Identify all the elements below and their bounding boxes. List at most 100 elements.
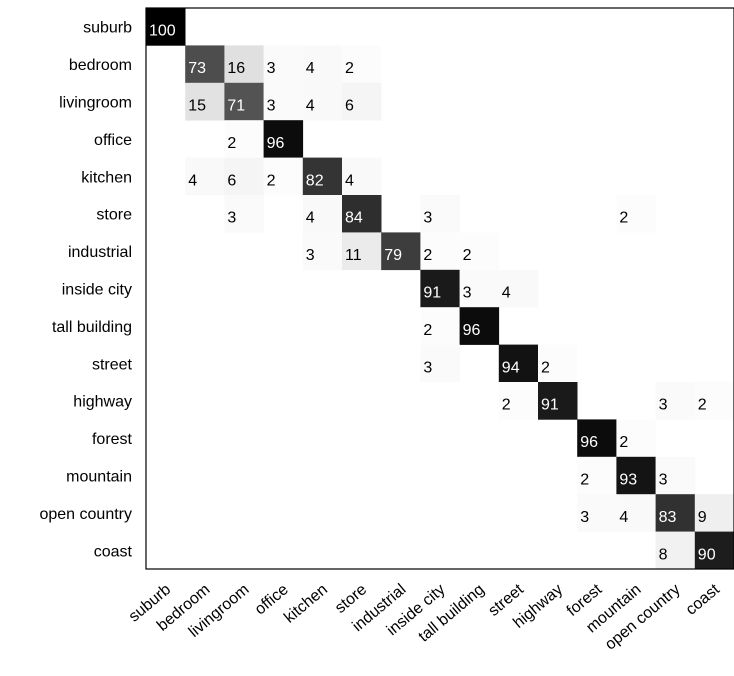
heatmap-cell — [342, 195, 382, 233]
cell-value-label: 3 — [267, 98, 276, 115]
heatmap-cell — [381, 232, 421, 271]
column-tick-label: coast — [683, 581, 724, 619]
heatmap-cell — [538, 382, 578, 420]
cell-value-label: 6 — [227, 172, 236, 189]
heatmap-cell — [342, 45, 382, 84]
cell-value-label: 4 — [619, 509, 628, 526]
cell-value-label: 4 — [306, 98, 315, 115]
cell-value-label: 2 — [698, 397, 707, 414]
heatmap-cell — [616, 419, 656, 458]
heatmap-cell — [616, 494, 656, 532]
cell-value-label: 3 — [423, 210, 432, 227]
heatmap-cell — [302, 232, 343, 271]
heatmap-cell — [577, 456, 617, 495]
cell-value-label: 3 — [659, 472, 668, 489]
cell-value-label: 3 — [306, 247, 315, 264]
plot-frame — [145, 7, 734, 570]
heatmap-cell — [263, 45, 304, 84]
cell-value-label: 96 — [463, 322, 481, 339]
cell-value-label: 4 — [188, 172, 197, 189]
heatmap-cell — [655, 531, 696, 570]
heatmap-cell — [420, 269, 460, 308]
cell-value-label: 73 — [188, 60, 206, 77]
heatmap-cell — [224, 82, 264, 121]
cell-value-label: 15 — [188, 98, 206, 115]
heatmap-cell — [420, 232, 460, 271]
cell-value-label: 2 — [423, 247, 432, 264]
heatmap-cell — [577, 494, 617, 532]
row-tick-label: inside city — [62, 282, 132, 299]
heatmap-cell — [420, 307, 460, 345]
heatmap-cell — [538, 344, 578, 383]
row-tick-label: open country — [39, 506, 132, 523]
cell-value-label: 2 — [541, 359, 550, 376]
heatmap-cell — [185, 45, 225, 84]
heatmap-cell — [616, 456, 656, 495]
cell-value-label: 93 — [619, 472, 637, 489]
heatmap-cell — [263, 120, 304, 158]
cell-value-label: 2 — [463, 247, 472, 264]
row-tick-label: kitchen — [81, 169, 132, 186]
heatmap-cell — [263, 157, 304, 196]
cell-value-label: 4 — [306, 60, 315, 77]
cell-value-label: 2 — [619, 210, 628, 227]
cell-value-label: 2 — [267, 172, 276, 189]
cell-value-label: 91 — [423, 285, 441, 302]
cell-value-label: 3 — [580, 509, 589, 526]
heatmap-cell — [459, 269, 500, 308]
heatmap-cell — [694, 382, 734, 420]
heatmap-cell — [342, 157, 382, 196]
heatmap-cell — [224, 157, 264, 196]
heatmap-cell — [302, 82, 343, 121]
cell-value-label: 3 — [423, 359, 432, 376]
cell-value-label: 71 — [227, 98, 245, 115]
cell-value-label: 2 — [227, 135, 236, 152]
cell-value-label: 100 — [149, 23, 176, 40]
heatmap-cell — [577, 419, 617, 458]
cell-value-label: 3 — [659, 397, 668, 414]
heatmap-cell — [498, 269, 539, 308]
heatmap-cell — [655, 456, 696, 495]
heatmap-cell — [420, 195, 460, 233]
cell-value-label: 2 — [619, 434, 628, 451]
row-tick-label: coast — [94, 543, 133, 560]
cell-value-label: 3 — [227, 210, 236, 227]
row-tick-label: livingroom — [59, 95, 132, 112]
row-tick-label: highway — [73, 394, 132, 411]
cell-value-label: 82 — [306, 172, 324, 189]
heatmap-cell — [302, 45, 343, 84]
heatmap-cell — [694, 494, 734, 532]
cell-value-label: 4 — [306, 210, 315, 227]
cell-value-label: 79 — [384, 247, 402, 264]
cell-value-label: 4 — [502, 285, 511, 302]
column-tick-label: kitchen — [281, 581, 331, 627]
cell-value-label: 11 — [345, 247, 362, 264]
cell-value-label: 4 — [345, 172, 354, 189]
cell-value-label: 91 — [541, 397, 559, 414]
heatmap-cell — [498, 344, 539, 383]
heatmap-cell — [224, 45, 264, 84]
cell-value-label: 83 — [659, 509, 677, 526]
heatmap-cell — [459, 232, 500, 271]
heatmap-cell — [302, 195, 343, 233]
cell-value-label: 96 — [267, 135, 285, 152]
row-tick-label: bedroom — [69, 57, 132, 74]
cell-value-label: 8 — [659, 546, 668, 563]
heatmap-cell — [655, 382, 696, 420]
heatmap-cell — [694, 531, 734, 570]
row-tick-label: industrial — [68, 244, 132, 261]
heatmap-cell — [185, 82, 225, 121]
row-tick-label: forest — [92, 431, 133, 448]
row-tick-label: suburb — [83, 20, 132, 37]
heatmap-cell — [342, 232, 382, 271]
heatmap-cells — [146, 8, 734, 570]
heatmap-cell — [498, 382, 539, 420]
cell-value-label: 90 — [698, 546, 716, 563]
cell-value-label: 9 — [698, 509, 707, 526]
cell-value-label: 2 — [580, 472, 589, 489]
cell-value-label: 2 — [423, 322, 432, 339]
cell-value-label: 6 — [345, 98, 354, 115]
heatmap-cell — [655, 494, 696, 532]
